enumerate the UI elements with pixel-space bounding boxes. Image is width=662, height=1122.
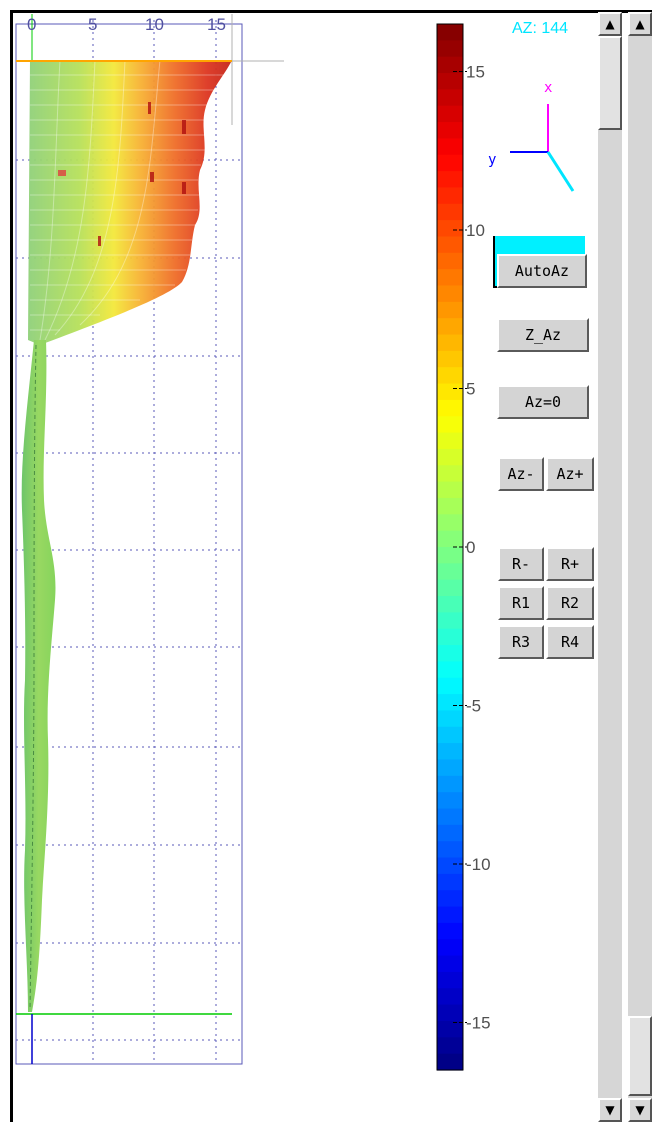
r3-button[interactable]: R3 xyxy=(498,625,544,659)
scroll-down-arrow-icon[interactable]: ▼ xyxy=(628,1098,652,1122)
x-tick-label: 5 xyxy=(88,15,97,34)
az-plus-button[interactable]: Az+ xyxy=(546,457,594,491)
scroll-up-arrow-icon[interactable]: ▲ xyxy=(598,12,622,36)
scroll-down-arrow-icon[interactable]: ▼ xyxy=(598,1098,622,1122)
scrollbar-left[interactable]: ▲ ▼ xyxy=(598,12,622,1122)
window-border-left xyxy=(10,10,13,1122)
surface-body xyxy=(28,60,232,345)
y-axis-label: y xyxy=(488,152,496,168)
scrollbar-right[interactable]: ▲ ▼ xyxy=(628,12,652,1122)
x-tick-label: 10 xyxy=(145,15,164,34)
x-tick-label: 0 xyxy=(27,15,36,34)
az-minus-button[interactable]: Az- xyxy=(498,457,544,491)
surface-streaks xyxy=(58,102,186,246)
tail-centerline xyxy=(29,344,37,1011)
r1-button[interactable]: R1 xyxy=(498,586,544,620)
r-minus-button[interactable]: R- xyxy=(498,547,544,581)
r2-button[interactable]: R2 xyxy=(546,586,594,620)
z-az-button[interactable]: Z_Az xyxy=(497,318,589,352)
r-plus-button[interactable]: R+ xyxy=(546,547,594,581)
surface-mesh xyxy=(30,59,226,341)
scrollbar-thumb[interactable] xyxy=(628,1016,652,1096)
scroll-up-arrow-icon[interactable]: ▲ xyxy=(628,12,652,36)
autoaz-button[interactable]: AutoAz xyxy=(497,254,587,288)
azimuth-label: AZ: 144 xyxy=(512,20,569,37)
az-zero-button[interactable]: Az=0 xyxy=(497,385,589,419)
window-border-top xyxy=(10,10,652,13)
axes-orientation-widget: x y xyxy=(488,80,575,192)
x-tick-label: 15 xyxy=(207,15,226,34)
r4-button[interactable]: R4 xyxy=(546,625,594,659)
scrollbar-thumb[interactable] xyxy=(598,36,622,130)
x-tick-labels: 0 5 10 15 xyxy=(27,15,226,34)
x-axis-label: x xyxy=(544,80,552,96)
surface-tail xyxy=(21,340,56,1012)
